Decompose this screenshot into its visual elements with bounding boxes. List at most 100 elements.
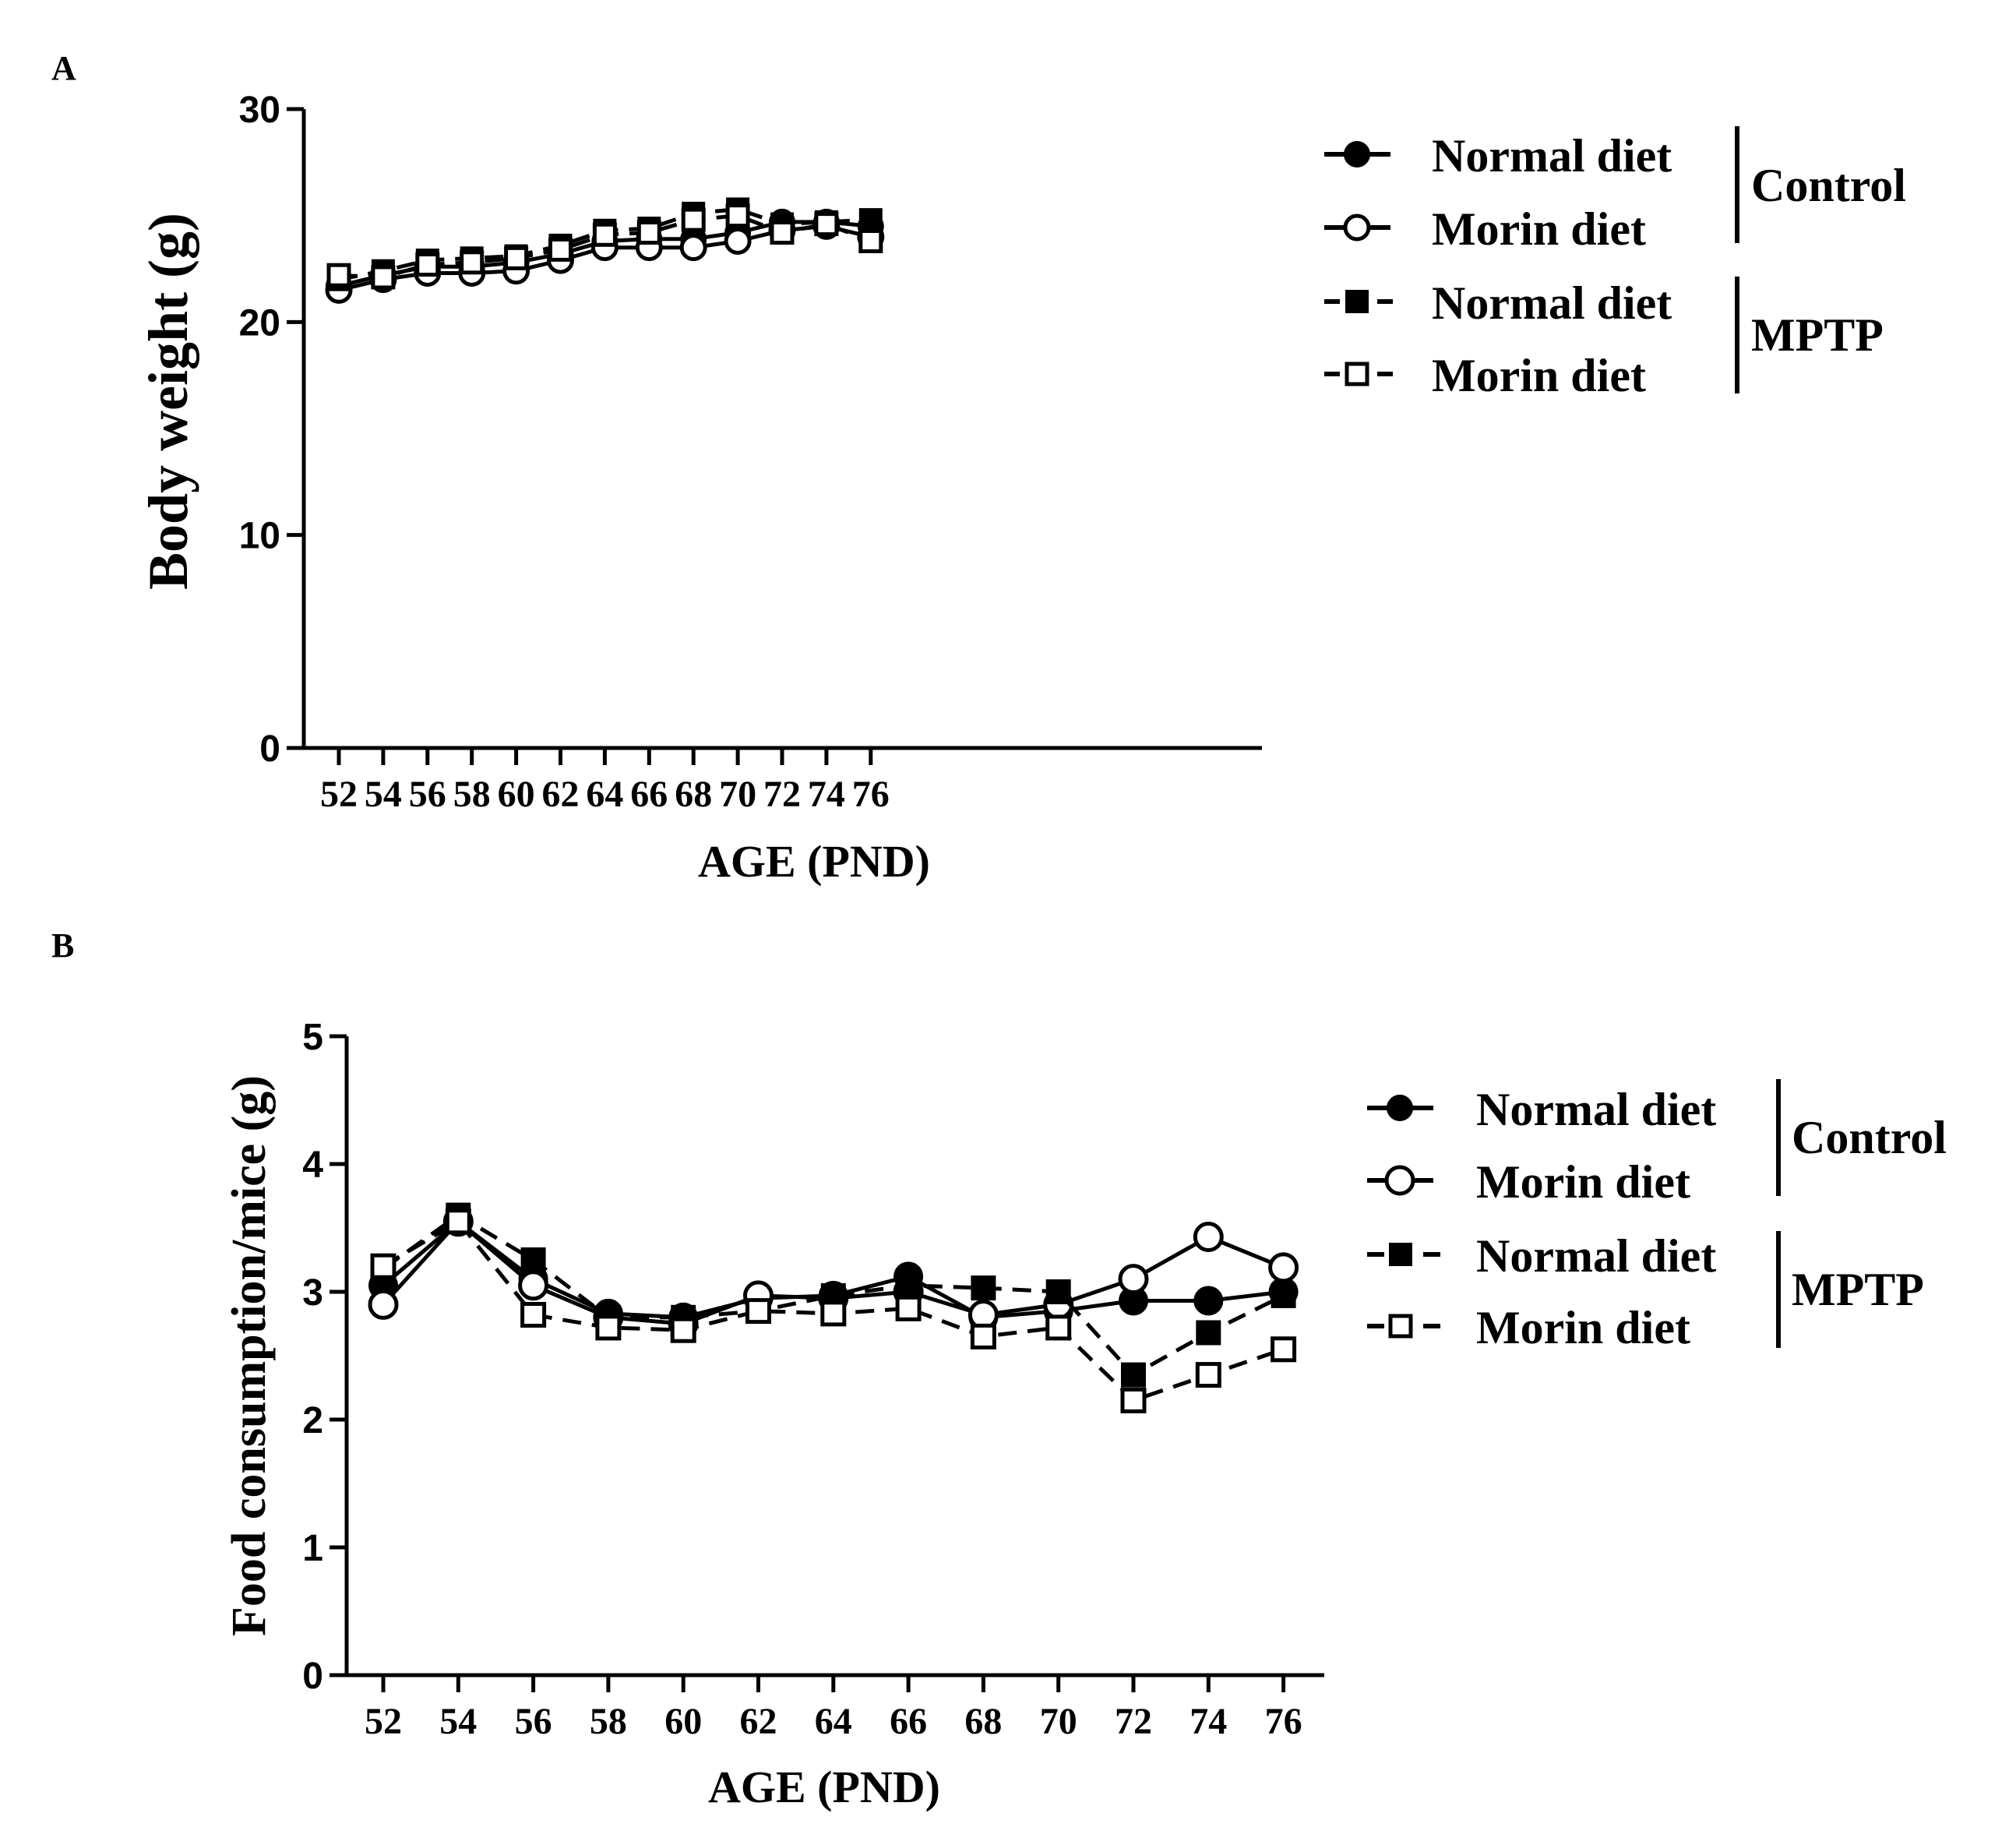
chart-b-legend-label: Normal diet xyxy=(1476,1084,1716,1135)
open-circle-icon xyxy=(1343,213,1371,242)
chart-b-legend-label: Morin diet xyxy=(1476,1302,1690,1353)
chart-a-data-point xyxy=(415,252,440,277)
chart-a-legend-label: Morin diet xyxy=(1432,203,1646,255)
chart-b-xtick-label: 60 xyxy=(664,1701,702,1742)
chart-b-data-point xyxy=(745,1298,771,1325)
chart-a-data-point xyxy=(724,227,752,255)
chart-b-data-point xyxy=(1196,1320,1221,1346)
filled-circle-icon xyxy=(1344,141,1370,168)
chart-b-data-point xyxy=(1271,1282,1296,1308)
chart-a-xtick-label: 68 xyxy=(675,774,712,815)
chart-b-ytick-label: 3 xyxy=(302,1272,323,1314)
chart-a-data-point xyxy=(858,208,883,232)
chart-a-xtick-label: 72 xyxy=(763,774,801,815)
chart-b-data-point xyxy=(1193,1221,1224,1252)
chart-b-ylabel: Food consumption/mice (g) xyxy=(223,1075,276,1636)
chart-b-data-point xyxy=(1118,1264,1149,1295)
chart-a-data-point xyxy=(858,228,883,253)
filled-circle-icon xyxy=(1387,1095,1413,1121)
chart-b-data-point xyxy=(520,1247,546,1272)
chart-a-data-point xyxy=(504,245,529,270)
chart-b-xtick-label: 74 xyxy=(1190,1701,1227,1742)
chart-a-data-point xyxy=(770,220,795,245)
chart-b-data-point xyxy=(1268,1252,1299,1283)
open-circle-icon xyxy=(1384,1165,1415,1196)
chart-b-data-point xyxy=(445,1208,471,1235)
chart-a-data-point xyxy=(636,220,661,245)
chart-b-legend-entry-control-normal: Normal diet xyxy=(1367,1084,1716,1135)
chart-a-xtick-label: 74 xyxy=(808,774,845,815)
chart-b-ytick-label: 1 xyxy=(302,1528,323,1569)
chart-a-xtick-label: 54 xyxy=(365,774,402,815)
chart-a-ytick-label: 20 xyxy=(239,302,280,344)
chart-a-legend-label: Morin diet xyxy=(1432,350,1646,401)
chart-b-x-axis: 52 54 56 58 60 62 64 66 68 70 72 74 76 xyxy=(347,1673,1324,1742)
chart-a-legend-label: Normal diet xyxy=(1432,130,1672,182)
chart-b-ytick-label: 5 xyxy=(302,1017,323,1058)
panel-label-b: B xyxy=(51,926,74,965)
chart-b-data-point xyxy=(895,1295,922,1321)
chart-a-data-point xyxy=(814,212,839,237)
chart-b-data-point xyxy=(1045,1279,1071,1304)
chart-b-ytick-label: 0 xyxy=(302,1656,323,1697)
chart-b-data-point xyxy=(670,1317,696,1343)
chart-a-data-point xyxy=(548,237,573,262)
chart-b-y-axis: 0 1 2 3 4 5 xyxy=(302,1017,349,1697)
chart-b-ytick-label: 4 xyxy=(302,1145,323,1186)
chart-b-legend-label: Normal diet xyxy=(1476,1230,1716,1282)
chart-a-data-point xyxy=(326,263,351,288)
chart-a-xtick-label: 64 xyxy=(586,774,623,815)
open-square-icon xyxy=(1388,1314,1413,1339)
chart-b-legend-entry-mptp-normal: Normal diet xyxy=(1367,1230,1716,1282)
chart-b-xtick-label: 70 xyxy=(1040,1701,1077,1742)
chart-a-ytick-label: 10 xyxy=(239,516,280,557)
chart-b-series-layer xyxy=(368,1202,1299,1413)
chart-a-ytick-label: 30 xyxy=(239,90,280,131)
chart-a-ytick-label: 0 xyxy=(259,728,280,770)
filled-square-icon xyxy=(1345,290,1369,313)
chart-b-legend-group-control: Control xyxy=(1792,1112,1947,1163)
chart-b-ytick-label: 2 xyxy=(302,1400,323,1441)
chart-b-data-point xyxy=(368,1289,399,1320)
chart-a-xlabel: AGE (PND) xyxy=(698,836,930,887)
chart-a-legend-entry-mptp-normal: Normal diet xyxy=(1324,277,1672,329)
chart-a-legend-entry-control-normal: Normal diet xyxy=(1324,130,1672,182)
chart-b-legend: Normal diet Morin diet Normal diet Morin… xyxy=(1367,1079,1947,1353)
chart-a-data-point xyxy=(681,207,706,232)
chart-b-xtick-label: 66 xyxy=(890,1701,927,1742)
chart-b-data-point xyxy=(370,1253,397,1279)
chart-b-legend-entry-mptp-morin: Morin diet xyxy=(1367,1302,1690,1353)
chart-a-data-point xyxy=(592,222,617,247)
chart-b-data-point xyxy=(1120,1387,1147,1413)
chart-a-y-axis: 0 10 20 30 xyxy=(239,90,306,770)
chart-b-xtick-label: 54 xyxy=(439,1701,477,1742)
chart-b-xtick-label: 76 xyxy=(1265,1701,1302,1742)
chart-b-data-point xyxy=(971,1275,996,1301)
chart-b-xtick-label: 68 xyxy=(964,1701,1002,1742)
chart-b-data-point xyxy=(820,1300,847,1327)
chart-a-legend-entry-mptp-morin: Morin diet xyxy=(1324,350,1646,401)
chart-b-xtick-label: 64 xyxy=(815,1701,852,1742)
chart-a-xtick-label: 62 xyxy=(542,774,580,815)
chart-a-legend-group-control: Control xyxy=(1751,160,1906,211)
chart-b-data-point xyxy=(1271,1336,1297,1363)
chart-b-legend-label: Morin diet xyxy=(1476,1156,1690,1208)
chart-a-xtick-label: 58 xyxy=(453,774,491,815)
chart-b-xtick-label: 52 xyxy=(365,1701,402,1742)
chart-a-body-weight: Body weight (g) AGE (PND) 0 10 20 30 52 54 56… xyxy=(137,90,1906,887)
chart-a-ylabel: Body weight (g) xyxy=(137,213,199,590)
chart-b-data-point xyxy=(1121,1362,1146,1388)
chart-b-xtick-label: 72 xyxy=(1115,1701,1152,1742)
chart-b-data-point xyxy=(520,1302,547,1328)
chart-b-data-point xyxy=(1193,1286,1224,1316)
chart-b-legend-group-mptp: MPTP xyxy=(1792,1264,1924,1315)
chart-a-xtick-label: 60 xyxy=(498,774,535,815)
chart-b-data-point xyxy=(896,1272,922,1298)
chart-a-legend-group-mptp: MPTP xyxy=(1751,309,1884,361)
chart-b-xlabel: AGE (PND) xyxy=(708,1762,940,1812)
chart-a-data-point xyxy=(371,265,396,290)
chart-a-legend-entry-control-morin: Morin diet xyxy=(1324,203,1646,255)
chart-a-xtick-label: 52 xyxy=(320,774,358,815)
chart-a-series-layer xyxy=(325,197,885,304)
